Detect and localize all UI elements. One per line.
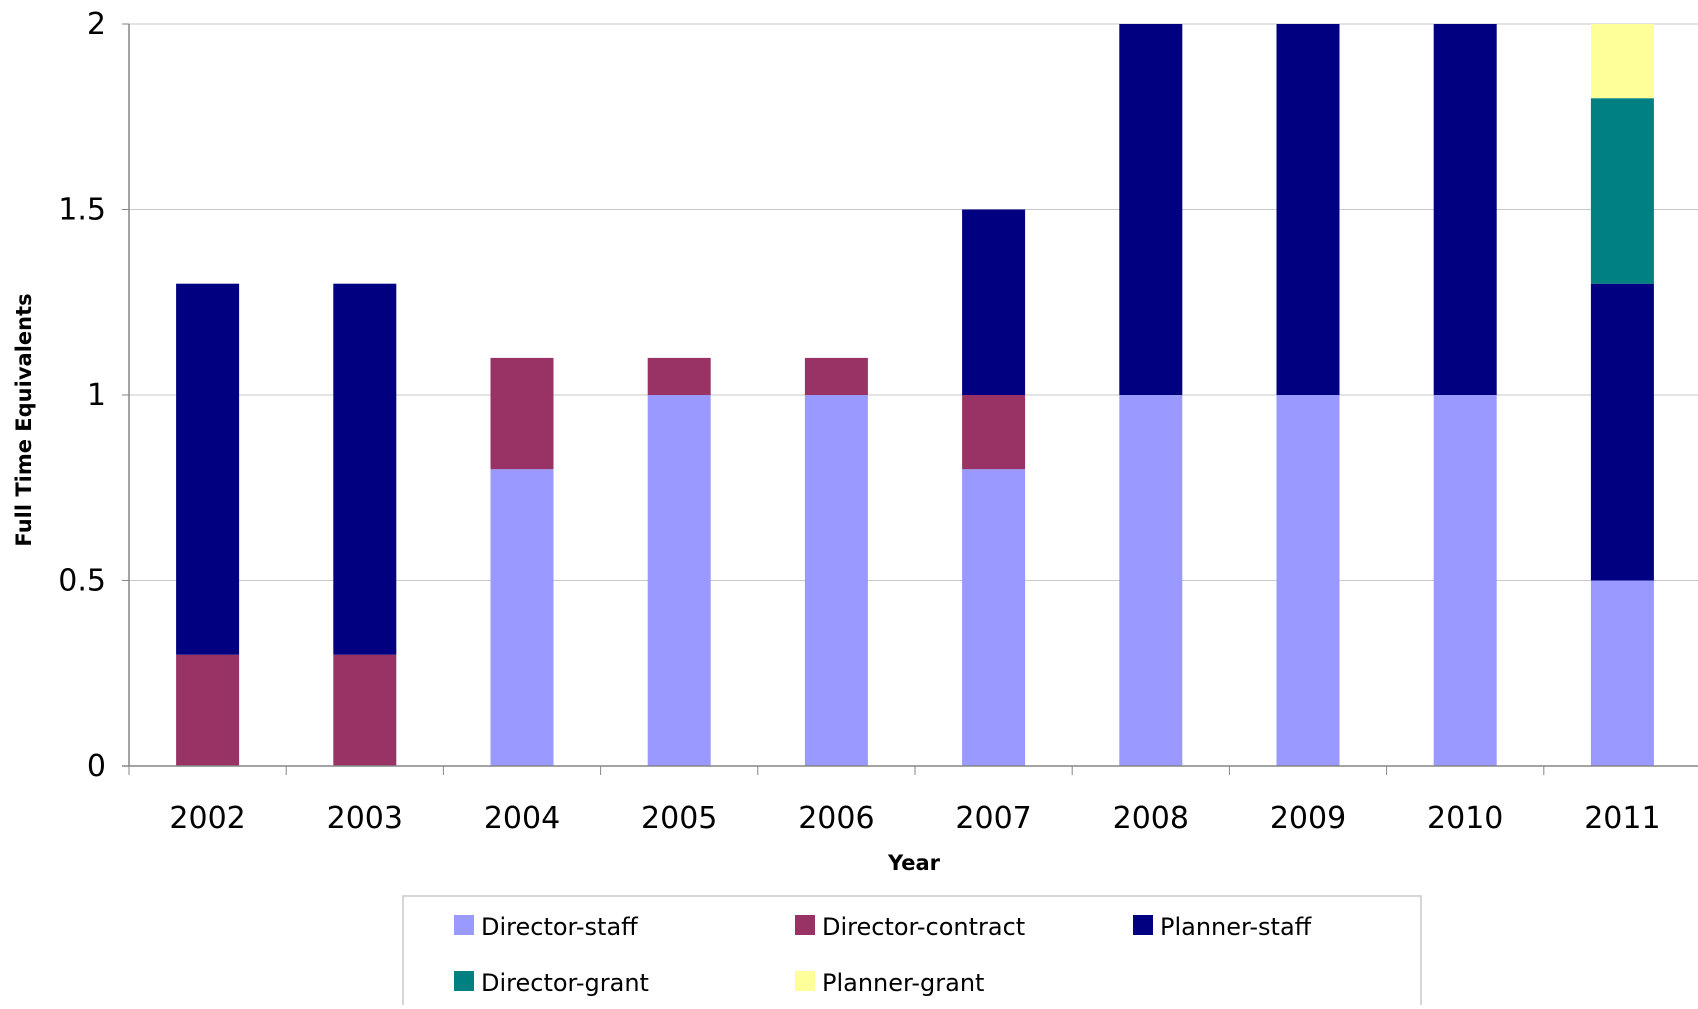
bars <box>176 24 1654 766</box>
x-tick-label: 2003 <box>327 801 403 836</box>
x-axis-title: Year <box>887 851 941 875</box>
y-tick-label: 1.5 <box>58 193 106 228</box>
y-tick-label: 0 <box>87 749 106 784</box>
bar-segment <box>333 654 397 766</box>
bar-segment <box>962 469 1026 766</box>
bar-segment <box>1590 283 1654 581</box>
legend: Director-staff Director-contract Planner-s… <box>402 895 1422 1009</box>
legend-item: Director-contract <box>795 913 1025 941</box>
bar-segment <box>962 395 1026 470</box>
legend-item: Planner-grant <box>795 969 984 997</box>
bar-segment <box>962 209 1026 395</box>
x-tick-label: 2010 <box>1427 801 1503 836</box>
y-tick-label: 2 <box>87 7 106 42</box>
legend-label: Planner-grant <box>822 969 984 997</box>
x-tick-label: 2007 <box>955 801 1031 836</box>
bar-segment <box>647 395 711 766</box>
legend-label: Director-contract <box>822 913 1025 941</box>
legend-swatch <box>454 971 474 991</box>
x-tick-label: 2008 <box>1113 801 1189 836</box>
bar-segment <box>804 395 868 766</box>
bar-segment <box>176 654 240 766</box>
x-tick-label: 2004 <box>484 801 560 836</box>
legend-swatch <box>454 915 474 935</box>
bar-segment <box>1590 580 1654 766</box>
bar-segment <box>804 357 868 395</box>
y-tick-label: 1 <box>87 378 106 413</box>
x-tick-label: 2011 <box>1584 801 1660 836</box>
bar-segment <box>1590 98 1654 284</box>
legend-label: Director-grant <box>481 969 649 997</box>
bar-segment <box>1433 395 1497 766</box>
legend-item: Director-staff <box>454 913 638 941</box>
x-tick-label: 2009 <box>1270 801 1346 836</box>
bar-segment <box>1119 395 1183 766</box>
bar-segment <box>490 357 554 470</box>
legend-label: Planner-staff <box>1160 913 1312 941</box>
y-axis-title: Full Time Equivalents <box>12 293 36 546</box>
bar-segment <box>1433 24 1497 395</box>
x-tick-label: 2002 <box>169 801 245 836</box>
bar-segment <box>333 283 397 655</box>
bar-segment <box>647 357 711 395</box>
legend-swatch <box>795 915 815 935</box>
x-tick-label: 2005 <box>641 801 717 836</box>
legend-swatch <box>795 971 815 991</box>
bar-segment <box>1590 24 1654 99</box>
bar-segment <box>1119 24 1183 395</box>
axes: 0 0.5 1 1.5 2 2002 2003 2004 2005 2006 2007 2008 200… <box>58 7 1698 836</box>
legend-item: Planner-staff <box>1133 913 1312 941</box>
legend-swatch <box>1133 915 1153 935</box>
bar-segment <box>176 283 240 655</box>
legend-box <box>402 895 1422 1009</box>
legend-item: Director-grant <box>454 969 649 997</box>
y-tick-label: 0.5 <box>58 564 106 599</box>
legend-label: Director-staff <box>481 913 638 941</box>
bar-segment <box>1276 395 1340 766</box>
x-tick-label: 2006 <box>798 801 874 836</box>
bar-segment <box>1276 24 1340 395</box>
bar-segment <box>490 469 554 766</box>
